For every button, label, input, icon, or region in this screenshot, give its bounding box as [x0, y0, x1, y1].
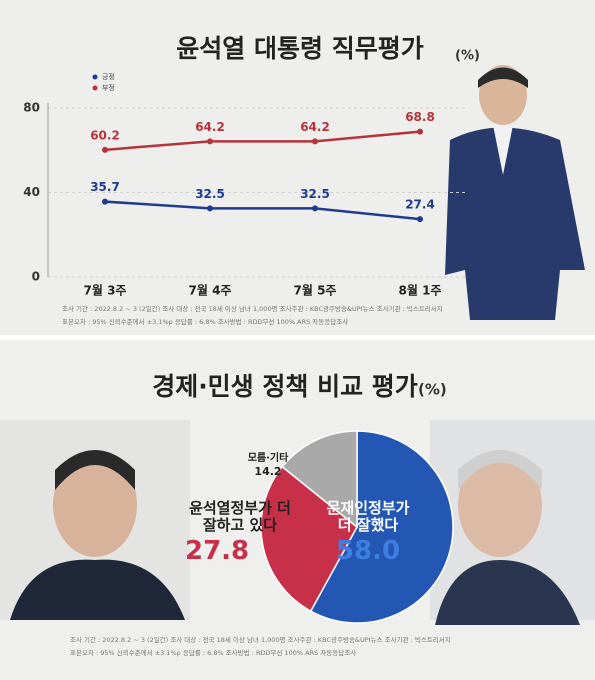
value-label: 32.5	[300, 187, 330, 201]
footnote: 표본오차 : 95% 신뢰수준에서 ±3.1%p 응답률 : 6.8% 조사방법…	[62, 317, 348, 326]
value-label: 27.4	[405, 198, 435, 212]
legend-label: 긍정	[102, 72, 115, 81]
value-label: 64.2	[195, 120, 225, 134]
photo-president	[445, 65, 585, 320]
slice-label: 윤석열정부가 더 잘하고 있다	[189, 499, 291, 535]
y-tick-label: 80	[23, 101, 40, 115]
value-label: 64.2	[300, 120, 330, 134]
slice-label: 모름·기타	[247, 453, 289, 464]
value-label: 32.5	[195, 187, 225, 201]
pie-slice	[281, 430, 358, 529]
series-line	[104, 130, 421, 152]
x-tick-label: 7월 5주	[294, 283, 337, 298]
slice-label: 문재인정부가 더 잘했다	[326, 499, 410, 535]
value-label: 14.2	[254, 465, 282, 478]
point	[207, 205, 213, 212]
value-label: 60.2	[90, 128, 120, 142]
x-tick-label: 7월 3주	[84, 283, 127, 298]
point	[312, 205, 318, 212]
value-label: 27.8	[185, 536, 250, 566]
point	[417, 128, 423, 135]
y-tick-label: 40	[23, 185, 40, 199]
point	[312, 138, 318, 145]
point	[102, 198, 108, 205]
legend-label: 부정	[102, 83, 115, 92]
legend-marker	[92, 85, 98, 91]
x-tick-label: 8월 1주	[399, 283, 442, 298]
point	[102, 146, 108, 153]
pie-slice	[260, 465, 358, 613]
point	[417, 216, 423, 223]
photo-yoon	[0, 420, 190, 620]
photo-moon	[430, 420, 595, 625]
footnote: 조사 기간 : 2022.8.2 ~ 3 (2일간) 조사 대상 : 전국 18…	[62, 304, 443, 313]
value-label: 68.8	[405, 110, 435, 124]
footnote: 조사 기간 : 2022.8.2 ~ 3 (2일간) 조사 대상 : 전국 18…	[70, 635, 451, 644]
value-label: 58.0	[335, 536, 401, 566]
chart-title: 윤석열 대통령 직무평가	[176, 34, 423, 63]
footnote: 표본오차 : 95% 신뢰수준에서 ±3.1%p 응답률 : 6.8% 조사방법…	[70, 648, 356, 657]
point	[207, 138, 213, 145]
pie-slice	[309, 430, 454, 624]
value-label: 35.7	[90, 180, 120, 194]
legend-marker	[92, 74, 98, 80]
y-tick-label: 0	[32, 270, 40, 284]
unit: (%)	[418, 381, 447, 399]
series-line	[104, 200, 421, 221]
chart-title: 경제·민생 정책 비교 평가	[152, 372, 418, 401]
unit: (%)	[455, 49, 480, 64]
x-tick-label: 7월 4주	[189, 283, 232, 298]
